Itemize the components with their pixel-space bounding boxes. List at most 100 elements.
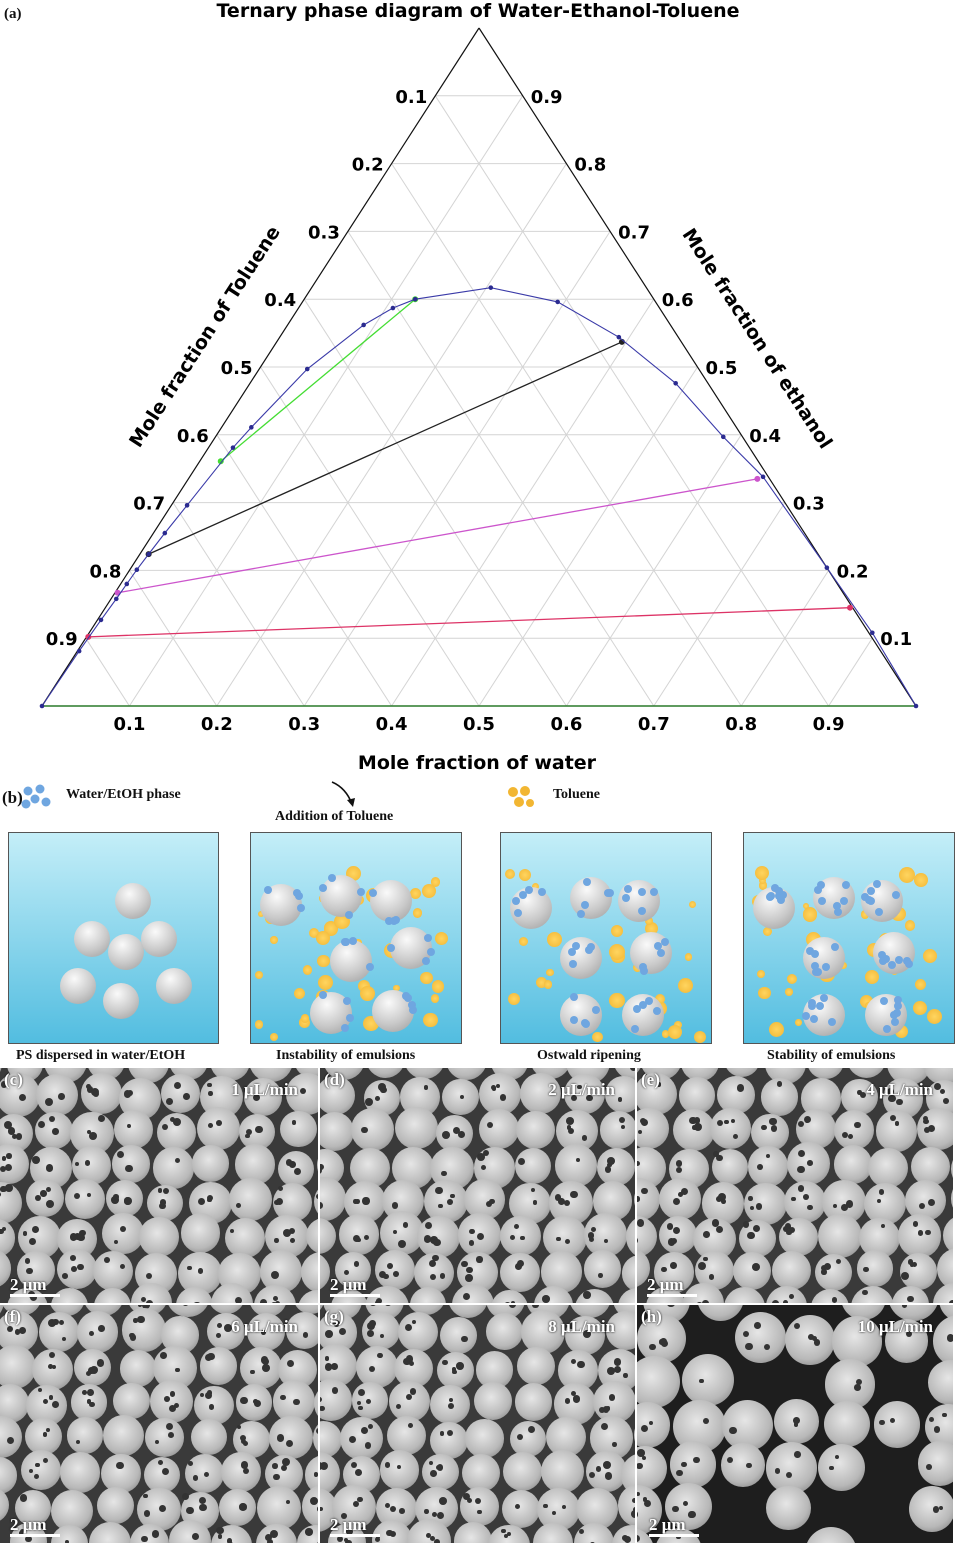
pore — [163, 1395, 170, 1402]
pore — [671, 1237, 678, 1244]
pore — [814, 1339, 821, 1346]
microsphere — [586, 1451, 627, 1492]
pore — [363, 1234, 369, 1240]
legend-water-ethanol: Water/EtOH phase — [66, 787, 181, 802]
pore — [302, 1332, 309, 1339]
pore — [162, 1467, 170, 1475]
pore — [703, 1256, 708, 1262]
toluene-droplet — [393, 984, 400, 992]
pore — [275, 1300, 281, 1303]
tie-line — [148, 341, 623, 555]
pore — [572, 1394, 581, 1403]
tick-label-water: 0.9 — [813, 714, 845, 735]
binodal-point — [162, 530, 168, 536]
pore — [461, 1335, 468, 1343]
sem-panel-label: (c) — [4, 1070, 23, 1089]
pore — [403, 1357, 411, 1366]
microsphere — [208, 1305, 245, 1314]
pore — [270, 1302, 278, 1303]
pore — [1, 1156, 7, 1161]
binodal-point — [304, 366, 310, 372]
pore — [503, 1301, 512, 1303]
toluene-droplet — [410, 887, 422, 899]
pore — [89, 1401, 95, 1408]
tick-label-ethanol: 0.3 — [793, 494, 825, 515]
microsphere — [625, 1215, 635, 1259]
toluene-droplet — [430, 877, 441, 887]
pore — [0, 1228, 4, 1235]
pore — [608, 1394, 615, 1401]
microsphere — [304, 1455, 318, 1495]
pore — [89, 1131, 97, 1140]
pore — [331, 1363, 338, 1370]
microsphere — [942, 1214, 953, 1257]
pore — [424, 1235, 432, 1243]
pore — [355, 1469, 363, 1477]
microsphere — [314, 1383, 318, 1424]
pore — [274, 1238, 279, 1243]
toluene-droplet — [531, 882, 539, 890]
pore — [742, 1330, 750, 1338]
pore — [612, 1442, 618, 1448]
binodal-point — [913, 703, 919, 709]
pore — [821, 1269, 827, 1275]
water-ethanol-droplet — [807, 999, 816, 1008]
water-ethanol-droplet — [319, 990, 328, 999]
pore — [370, 1305, 376, 1307]
microsphere — [832, 1316, 883, 1367]
microsphere — [766, 1442, 818, 1494]
pore — [649, 1343, 656, 1350]
pore — [367, 1330, 375, 1337]
sem-panel-label: (g) — [324, 1307, 344, 1326]
pore — [42, 1458, 48, 1464]
pore — [752, 1224, 761, 1233]
gridline-water — [565, 434, 742, 707]
microsphere — [875, 1110, 917, 1152]
microsphere — [710, 1108, 751, 1150]
scale-bar — [10, 1534, 60, 1537]
water-ethanol-droplet — [832, 901, 841, 910]
water-ethanol-droplet — [344, 910, 353, 919]
pore — [680, 1188, 689, 1196]
pore — [90, 1365, 99, 1374]
microsphere — [119, 1350, 156, 1387]
pore — [567, 1128, 574, 1135]
microsphere — [452, 1284, 495, 1303]
microsphere — [430, 1421, 468, 1460]
water-ethanol-droplet — [637, 888, 646, 897]
pore — [368, 1366, 375, 1373]
binodal-point — [824, 565, 830, 570]
pore — [424, 1509, 429, 1514]
pore — [35, 1462, 40, 1468]
pore — [261, 1330, 266, 1336]
pore — [798, 1120, 805, 1127]
pore — [113, 1194, 119, 1200]
water-ethanol-droplet — [422, 956, 431, 965]
microsphere — [180, 1213, 221, 1254]
pore — [183, 1092, 191, 1100]
pore — [477, 1232, 485, 1240]
microsphere — [149, 1379, 193, 1423]
pore — [736, 1084, 745, 1092]
microsphere — [501, 1490, 540, 1529]
pore — [562, 1504, 567, 1510]
pore — [29, 1237, 36, 1245]
pore — [92, 1090, 100, 1098]
pore — [835, 1259, 842, 1265]
pore — [320, 1506, 323, 1512]
pore — [797, 1185, 804, 1192]
microsphere — [96, 1487, 135, 1525]
pore — [507, 1532, 512, 1537]
axis-label-ethanol: Mole fraction of ethanol — [678, 225, 837, 453]
pore — [693, 1123, 702, 1132]
pore — [4, 1163, 13, 1172]
flow-rate-label: 2 μL/min — [548, 1080, 615, 1099]
tick-label-toluene: 0.1 — [395, 87, 427, 108]
pore — [675, 1166, 682, 1174]
microsphere — [339, 1416, 384, 1460]
microsphere — [633, 1415, 635, 1455]
pore — [271, 1270, 280, 1279]
water-ethanol-droplet — [346, 1013, 355, 1022]
pore — [366, 1399, 371, 1405]
pore — [81, 1390, 87, 1396]
